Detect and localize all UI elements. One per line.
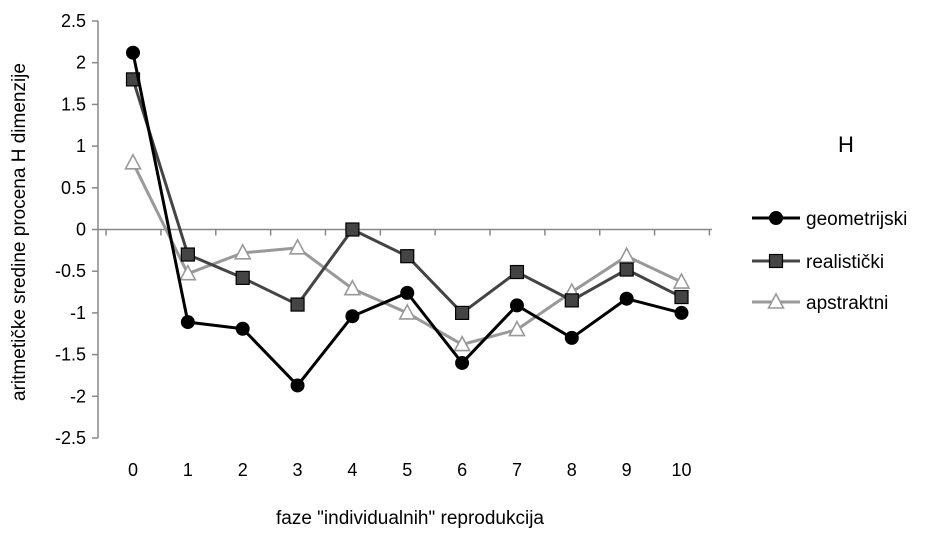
data-point bbox=[400, 285, 415, 300]
legend-marker bbox=[767, 292, 785, 309]
y-tick-label: 1 bbox=[76, 136, 86, 156]
y-tick-label: 1.5 bbox=[61, 94, 86, 114]
data-point bbox=[124, 153, 142, 170]
chart-title: H bbox=[838, 132, 854, 157]
data-point bbox=[345, 222, 360, 237]
data-point bbox=[288, 238, 307, 255]
legend: geometrijski realistički apstraktni bbox=[752, 209, 907, 314]
data-point bbox=[343, 279, 362, 296]
data-point bbox=[180, 315, 195, 330]
legend-label: realistički bbox=[806, 252, 884, 273]
y-tick-label: 2 bbox=[76, 53, 86, 73]
data-point bbox=[290, 378, 305, 393]
data-point bbox=[179, 264, 197, 281]
data-point bbox=[617, 246, 636, 263]
x-tick-label: 7 bbox=[512, 460, 522, 480]
y-axis-label: aritmetičke sredine procena H dimenzije bbox=[9, 63, 30, 401]
x-tick-label: 0 bbox=[128, 460, 138, 480]
data-point bbox=[674, 305, 689, 320]
data-point bbox=[290, 297, 305, 312]
x-tick-label: 8 bbox=[567, 460, 577, 480]
data-point bbox=[455, 355, 470, 370]
y-tick-label: -2.5 bbox=[55, 428, 86, 448]
data-point bbox=[400, 249, 415, 264]
data-point bbox=[398, 303, 417, 320]
x-tick-label: 9 bbox=[622, 460, 632, 480]
legend-marker bbox=[768, 253, 784, 269]
x-tick-label: 5 bbox=[402, 460, 412, 480]
y-tick-label: 0.5 bbox=[61, 178, 86, 198]
data-point bbox=[455, 305, 470, 320]
x-tick-label: 6 bbox=[457, 460, 467, 480]
data-point bbox=[672, 272, 691, 289]
y-axis: 2.5 2 1.5 1 0.5 0 -0.5 -1 -1.5 -2 -2.5 bbox=[55, 11, 99, 448]
x-axis: 0 1 2 3 4 5 6 7 8 9 10 bbox=[98, 228, 712, 480]
data-point bbox=[508, 319, 526, 337]
data-point bbox=[233, 243, 252, 260]
data-point bbox=[619, 262, 634, 277]
data-point bbox=[619, 291, 634, 306]
data-point bbox=[509, 264, 525, 280]
data-point bbox=[564, 293, 579, 308]
data-point bbox=[564, 330, 579, 345]
series-line bbox=[131, 78, 683, 315]
x-tick-label: 10 bbox=[671, 460, 691, 480]
y-tick-label: 0 bbox=[76, 220, 86, 240]
x-tick-label: 3 bbox=[293, 460, 303, 480]
legend-label: apstraktni bbox=[806, 293, 888, 314]
y-tick-label: -1.5 bbox=[55, 345, 86, 365]
data-point bbox=[674, 289, 689, 305]
x-tick-label: 1 bbox=[183, 460, 193, 480]
data-point bbox=[235, 270, 250, 285]
legend-marker bbox=[769, 211, 783, 225]
series-circle bbox=[126, 45, 689, 393]
y-tick-label: -0.5 bbox=[55, 261, 86, 281]
series-triangle bbox=[124, 153, 691, 352]
y-tick-label: -1 bbox=[70, 303, 86, 323]
series-line bbox=[131, 52, 682, 387]
x-tick-label: 2 bbox=[238, 460, 248, 480]
y-tick-label: 2.5 bbox=[61, 11, 86, 31]
data-point bbox=[509, 298, 524, 313]
data-point bbox=[126, 45, 140, 60]
data-point bbox=[345, 309, 360, 324]
series-square bbox=[125, 72, 689, 320]
data-point bbox=[453, 334, 471, 352]
x-axis-label: faze "individualnih" reprodukcija bbox=[276, 508, 544, 529]
series-layer bbox=[124, 45, 691, 393]
legend-label: geometrijski bbox=[806, 209, 907, 230]
x-tick-label: 4 bbox=[347, 460, 357, 480]
data-point bbox=[180, 247, 195, 262]
y-tick-label: -2 bbox=[70, 386, 86, 406]
data-point bbox=[235, 321, 250, 336]
